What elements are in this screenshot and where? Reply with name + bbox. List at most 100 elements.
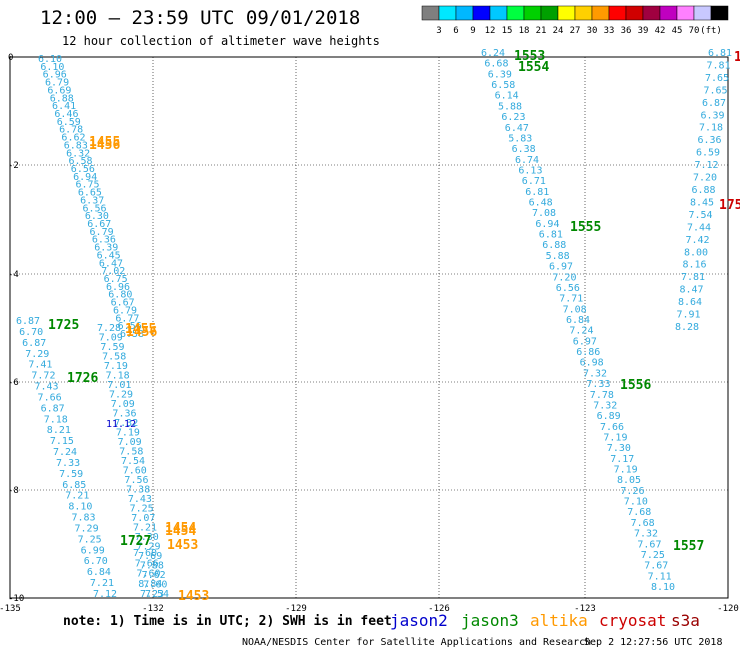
wave-height-value: 6.96 [43,70,67,81]
wave-height-value: 7.58 [102,352,126,363]
wave-height-value: 6.84 [87,567,111,578]
wave-height-value: 7.30 [607,443,631,454]
longitude-tick-label: -126 [428,604,450,614]
wave-height-value: 7.26 [620,486,644,497]
wave-height-value: 7.29 [136,542,160,553]
pass-label-jason3: 1554 [518,60,549,75]
wave-height-value: 7.32 [593,400,617,411]
wave-height-value: 8.16 [683,260,707,271]
wave-height-value: 6.87 [16,316,40,327]
wave-height-value: 7.65 [704,85,728,96]
map-frame [9,56,729,599]
wave-height-value: 7.25 [78,534,102,545]
wave-height-value: 7.21 [133,523,157,534]
wave-height-value: 6.87 [702,98,726,109]
wave-height-value: 6.58 [68,156,92,167]
color-swatch [591,5,610,21]
wave-height-value: 7.20 [552,272,576,283]
pass-label-altika: 1455 [89,135,120,150]
wave-height-value: 6.86 [576,347,600,358]
track-t4: 7.607.667.608.847.23 [133,548,164,600]
wave-height-value: 7.62 [142,570,166,581]
color-swatch [455,5,474,21]
color-swatch [608,5,627,21]
wave-height-value: 7.19 [603,432,627,443]
wave-height-value: 7.29 [109,390,133,401]
wave-height-value: 6.10 [40,62,64,73]
wave-height-value: 7.30 [135,532,159,543]
wave-height-value: 6.59 [696,148,720,159]
wave-height-value: 6.88 [542,240,566,251]
wave-height-value: 6.98 [580,358,604,369]
wave-height-value: 6.80 [108,290,132,301]
color-swatch [472,5,491,21]
color-scale-label: 9 [470,26,475,36]
wave-height-value: 7.54 [121,456,145,467]
wave-height-value: 7.09 [99,333,123,344]
color-swatch [557,5,576,21]
wave-height-value: 7.20 [693,173,717,184]
pass-label-altika: 1454 [165,524,196,539]
legend-s3a: s3a [671,611,700,630]
wave-height-value: 6.65 [78,188,102,199]
pass-label-jason3: 1553 [514,49,545,64]
wave-height-value: 8.28 [675,322,699,333]
wave-height-value: 7.36 [112,409,136,420]
color-scale-label: 30 [587,26,598,36]
units-note: note: 1) Time is in UTC; 2) SWH is in fe… [63,614,392,629]
wave-height-value: 7.69 [138,551,162,562]
wave-height-value: 8.47 [680,285,704,296]
wave-height-value: 7.29 [25,349,49,360]
wave-height-value: 6.39 [701,110,725,121]
wave-height-value: 6.70 [84,556,108,567]
wave-height-value: 7.41 [28,360,52,371]
wave-height-value: 6.84 [566,315,590,326]
wave-height-value: 6.88 [50,93,74,104]
wave-height-value: 6.74 [515,155,539,166]
color-swatch [489,5,508,21]
wave-height-value: 6.46 [54,109,78,120]
color-scale-label: 3 [436,26,441,36]
wave-height-value: 6.94 [535,219,559,230]
latitude-tick-label: -8 [8,486,19,496]
color-swatch [574,5,593,21]
wave-height-value: 7.33 [56,458,80,469]
color-swatch [676,5,695,21]
pass-label-cryosat: 175 [719,198,740,213]
wave-height-value: 6.83 [64,140,88,151]
wave-height-value: 7.18 [699,123,723,134]
wave-height-value: 7.54 [689,210,713,221]
footer-credit: NOAA/NESDIS Center for Satellite Applica… [242,637,591,648]
wave-height-value: 6.56 [71,164,95,175]
wave-height-value: 7.19 [116,428,140,439]
wave-height-value: 6.30 [85,211,109,222]
wave-height-value: 6.75 [75,180,99,191]
wave-height-tracks: 6.106.106.966.796.696.886.416.466.596.78… [16,48,732,600]
wave-height-value: 8.45 [690,197,714,208]
wave-height-value: 7.08 [563,304,587,315]
wave-height-value: 7.56 [124,475,148,486]
pass-label-altika: 1455 [125,322,156,337]
wave-height-value: 6.88 [692,185,716,196]
pass-label-altika: 1456 [126,325,157,340]
color-scale-label: (ft) [700,26,722,36]
latitude-tick-label: -10 [8,594,24,604]
track-t5: 6.246.686.396.586.145.886.236.475.836.38… [481,48,675,593]
color-scale-label: 24 [553,26,564,36]
pass-label-altika: 1456 [89,138,120,153]
wave-height-value: 7.68 [627,507,651,518]
wave-height-value: 6.24 [481,48,505,59]
wave-height-value: 6.87 [22,338,46,349]
footer-timestamp: Sep 2 12:27:56 UTC 2018 [584,637,722,648]
wave-height-value: 8.21 [47,425,71,436]
color-scale-label: 45 [672,26,683,36]
wave-height-value: 7.15 [50,436,74,447]
wave-height-value: 6.81 [525,187,549,198]
map-grid [10,57,728,598]
color-swatch [421,5,440,21]
wave-height-value: 7.71 [559,294,583,305]
track-t3: 6.876.706.877.297.417.727.437.666.877.18… [16,316,117,600]
wave-height-value: 6.81 [539,230,563,241]
wave-height-value: 7.91 [677,310,701,321]
wave-height-value: 6.67 [111,298,135,309]
